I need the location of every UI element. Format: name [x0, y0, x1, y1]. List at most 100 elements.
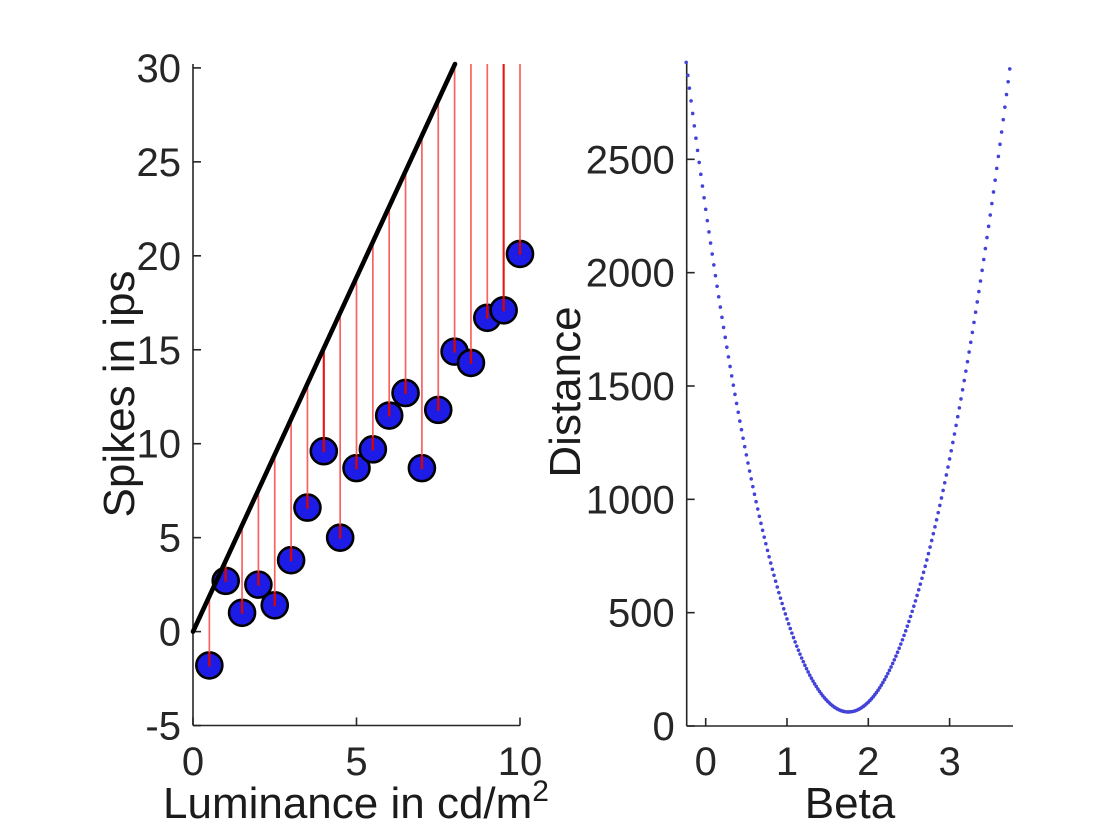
- curve-dot: [731, 383, 736, 387]
- curve-dot: [781, 606, 786, 611]
- curve-dot: [973, 310, 978, 315]
- curve-dot: [692, 124, 697, 128]
- right-plot-y-tick-label: 0: [652, 705, 674, 749]
- curve-dot: [780, 601, 784, 606]
- curve-dot: [694, 136, 698, 140]
- curve-dot: [882, 677, 887, 682]
- curve-dot: [977, 289, 981, 294]
- curve-dot: [964, 369, 968, 373]
- curve-dot: [890, 661, 895, 666]
- left-plot-y-tick-label: -5: [145, 705, 181, 749]
- curve-dot: [915, 593, 919, 598]
- curve-dot: [920, 576, 924, 581]
- left-plot-y-axis-label: Spikes in ips: [95, 270, 144, 517]
- curve-dot: [910, 609, 915, 614]
- curve-dot: [985, 235, 989, 240]
- curve-dot: [889, 665, 893, 669]
- curve-dot: [998, 142, 1002, 147]
- curve-dot: [959, 397, 963, 401]
- right-plot-x-tick-label: 1: [776, 740, 798, 784]
- curve-dot: [762, 535, 767, 539]
- curve-dot: [806, 670, 810, 674]
- left-plot-x-tick-label: 5: [345, 740, 367, 784]
- left-plot-y-tick-label: 15: [137, 329, 182, 373]
- curve-dot: [687, 86, 692, 90]
- curve-dot: [934, 518, 939, 522]
- right-plot-axes: 0 500 1000 1500 2000 2500 0 1 2 3: [586, 61, 1013, 784]
- curve-dot: [765, 548, 770, 553]
- curve-dot: [718, 305, 723, 309]
- curve-dot: [811, 679, 815, 683]
- curve-dot: [993, 178, 997, 183]
- curve-dot: [778, 596, 783, 600]
- curve-dot: [928, 545, 932, 549]
- left-plot-y-tick-label: 10: [137, 423, 182, 467]
- curve-dot: [713, 273, 718, 278]
- curve-dot: [936, 510, 941, 515]
- curve-dot: [723, 335, 728, 340]
- curve-dot: [975, 300, 980, 304]
- curve-dot: [916, 588, 921, 592]
- curve-dot: [705, 218, 710, 223]
- curve-dot: [962, 378, 967, 383]
- curve-dot: [933, 525, 937, 529]
- curve-dot: [1001, 117, 1006, 122]
- curve-dot: [736, 410, 741, 415]
- curve-dot: [946, 465, 950, 469]
- curve-dot: [751, 484, 755, 489]
- curve-dot: [729, 374, 734, 378]
- curve-dot: [807, 673, 812, 677]
- curve-dot: [967, 350, 971, 354]
- curve-dot: [700, 184, 705, 188]
- curve-dot: [764, 542, 768, 546]
- right-plot-y-tick-label: 2500: [586, 138, 675, 182]
- curve-dot: [918, 582, 923, 586]
- curve-dot: [912, 604, 916, 608]
- right-plot: 0 500 1000 1500 2000 2500 0 1 2 3 Distance Beta: [541, 60, 1013, 828]
- curve-dot: [760, 528, 765, 533]
- curve-dot: [728, 364, 732, 369]
- left-plot-x-axis-label-superscript: 2: [532, 775, 549, 808]
- left-plot-y-tick-label: 25: [137, 141, 182, 185]
- curve-dot: [733, 392, 737, 397]
- curve-dot: [754, 499, 758, 504]
- curve-dot: [741, 436, 745, 441]
- right-plot-x-axis-label: Beta: [805, 779, 896, 828]
- curve-dot: [952, 432, 957, 436]
- right-plot-y-tick-label: 1000: [586, 478, 675, 522]
- curve-dot: [978, 279, 983, 283]
- curve-dot: [796, 648, 801, 653]
- curve-dot: [720, 315, 724, 320]
- curve-dot: [770, 567, 775, 572]
- curve-dot: [703, 207, 708, 212]
- curve-dot: [899, 642, 903, 646]
- curve-dot: [707, 230, 711, 234]
- curve-dot: [879, 683, 884, 687]
- curve-dot: [786, 621, 791, 626]
- curve-dot: [931, 531, 936, 536]
- curve-dot: [1003, 105, 1007, 109]
- curve-dot: [1007, 67, 1012, 71]
- curve-dot: [712, 263, 716, 267]
- residual-lines: [208, 64, 522, 667]
- curve-dot: [941, 488, 945, 493]
- curve-dot: [970, 330, 975, 335]
- curve-dot: [695, 148, 700, 153]
- curve-dot: [768, 561, 773, 565]
- curve-dot: [725, 345, 729, 349]
- curve-dot: [759, 521, 763, 526]
- curve-dot: [895, 650, 900, 655]
- curve-dot: [996, 154, 1001, 159]
- right-plot-y-tick-label: 500: [608, 592, 675, 636]
- curve-dot: [767, 555, 771, 559]
- curve-dot: [972, 320, 976, 325]
- curve-dot: [954, 423, 958, 428]
- curve-dot: [960, 387, 965, 392]
- curve-dot: [772, 573, 776, 578]
- curve-dot: [947, 457, 952, 461]
- curve-dot: [926, 551, 931, 556]
- curve-dot: [1006, 79, 1010, 84]
- curve-dot: [715, 284, 719, 289]
- left-plot-x-tick-label: 0: [182, 740, 204, 784]
- curve-dot: [903, 629, 908, 633]
